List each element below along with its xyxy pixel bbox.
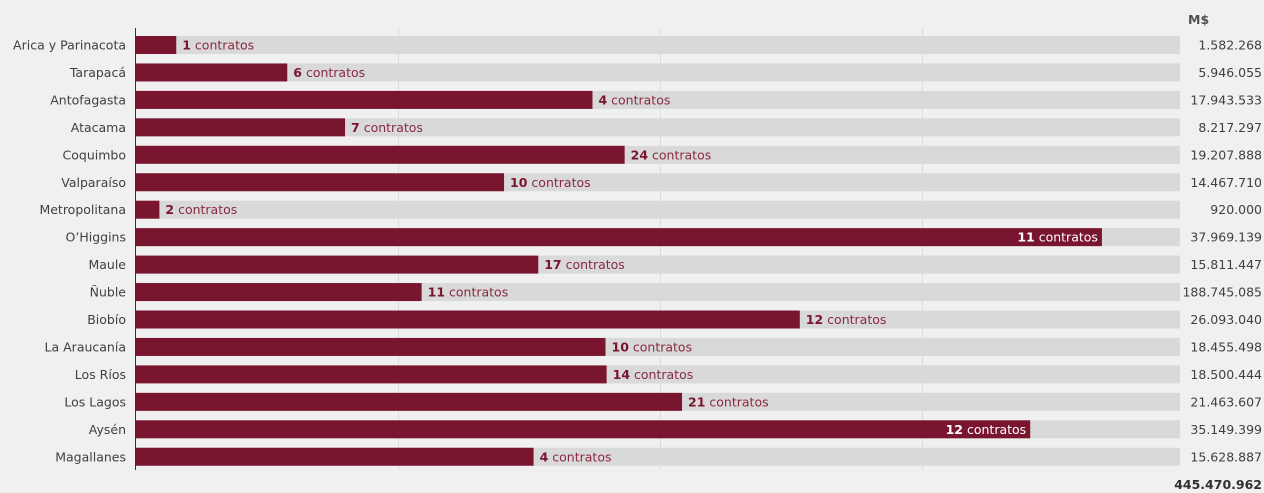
category-label: Los Lagos	[64, 394, 126, 409]
category-label: Arica y Parinacota	[13, 38, 126, 53]
unit-label: M$	[1188, 12, 1209, 27]
category-label: Los Ríos	[75, 367, 126, 382]
total-label: 445.470.962	[1174, 477, 1262, 492]
bar-track	[136, 201, 1180, 219]
bar-label: 4 contratos	[598, 92, 670, 107]
bar-label: 4 contratos	[540, 449, 612, 464]
value-label: 35.149.399	[1190, 422, 1262, 437]
bar-label: 11 contratos	[1017, 230, 1098, 245]
value-label: 8.217.297	[1198, 120, 1262, 135]
bar-track	[136, 36, 1180, 54]
bar-label: 6 contratos	[293, 65, 365, 80]
bar	[136, 311, 800, 329]
bar-label: 12 contratos	[806, 312, 887, 327]
value-label: 15.628.887	[1190, 449, 1262, 464]
bar	[136, 283, 422, 301]
bar	[136, 338, 606, 356]
category-label: O’Higgins	[66, 230, 126, 245]
value-label: 18.500.444	[1190, 367, 1262, 382]
category-label: Atacama	[71, 120, 126, 135]
bar	[136, 118, 345, 136]
value-label: 18.455.498	[1190, 339, 1262, 354]
value-label: 17.943.533	[1190, 92, 1262, 107]
category-label: Metropolitana	[39, 202, 126, 217]
bar	[136, 228, 1102, 246]
value-label: 37.969.139	[1190, 230, 1262, 245]
category-label: Tarapacá	[69, 65, 126, 80]
value-label: 21.463.607	[1190, 394, 1262, 409]
category-label: Magallanes	[55, 449, 126, 464]
bar-label: 10 contratos	[510, 175, 591, 190]
value-label: 1.582.268	[1198, 38, 1262, 53]
value-label: 5.946.055	[1198, 65, 1262, 80]
bar	[136, 201, 159, 219]
bar-label: 12 contratos	[946, 422, 1027, 437]
value-label: 19.207.888	[1190, 147, 1262, 162]
bar	[136, 91, 592, 109]
value-label: 14.467.710	[1190, 175, 1262, 190]
value-label: 15.811.447	[1190, 257, 1262, 272]
bar-label: 10 contratos	[612, 339, 693, 354]
bar-label: 1 contratos	[182, 38, 254, 53]
bar-label: 11 contratos	[428, 285, 509, 300]
bar	[136, 448, 534, 466]
bar-label: 7 contratos	[351, 120, 423, 135]
category-label: Coquimbo	[63, 147, 126, 162]
value-label: 188.745.085	[1182, 285, 1262, 300]
value-labels: 1.582.268 5.946.055 17.943.533 8.217.297 19.…	[1182, 38, 1262, 465]
category-labels: Arica y Parinacota Tarapacá Antofagasta Ata…	[13, 38, 126, 465]
category-label: Maule	[88, 257, 126, 272]
category-label: La Araucanía	[45, 339, 126, 354]
bar	[136, 36, 176, 54]
bar	[136, 173, 504, 191]
bar-label: 17 contratos	[544, 257, 625, 272]
category-label: Ñuble	[90, 285, 127, 300]
bar	[136, 256, 538, 274]
bar	[136, 420, 1030, 438]
category-label: Biobío	[87, 312, 126, 327]
bar-label: 24 contratos	[631, 147, 712, 162]
bar	[136, 393, 682, 411]
bar-label: 21 contratos	[688, 394, 769, 409]
category-label: Aysén	[89, 422, 126, 437]
bar	[136, 63, 287, 81]
category-label: Valparaíso	[61, 175, 126, 190]
bar-label: 14 contratos	[613, 367, 694, 382]
value-label: 26.093.040	[1190, 312, 1262, 327]
bar-label: 2 contratos	[165, 202, 237, 217]
bar	[136, 365, 607, 383]
bar	[136, 146, 625, 164]
value-label: 920.000	[1210, 202, 1262, 217]
category-label: Antofagasta	[50, 92, 126, 107]
